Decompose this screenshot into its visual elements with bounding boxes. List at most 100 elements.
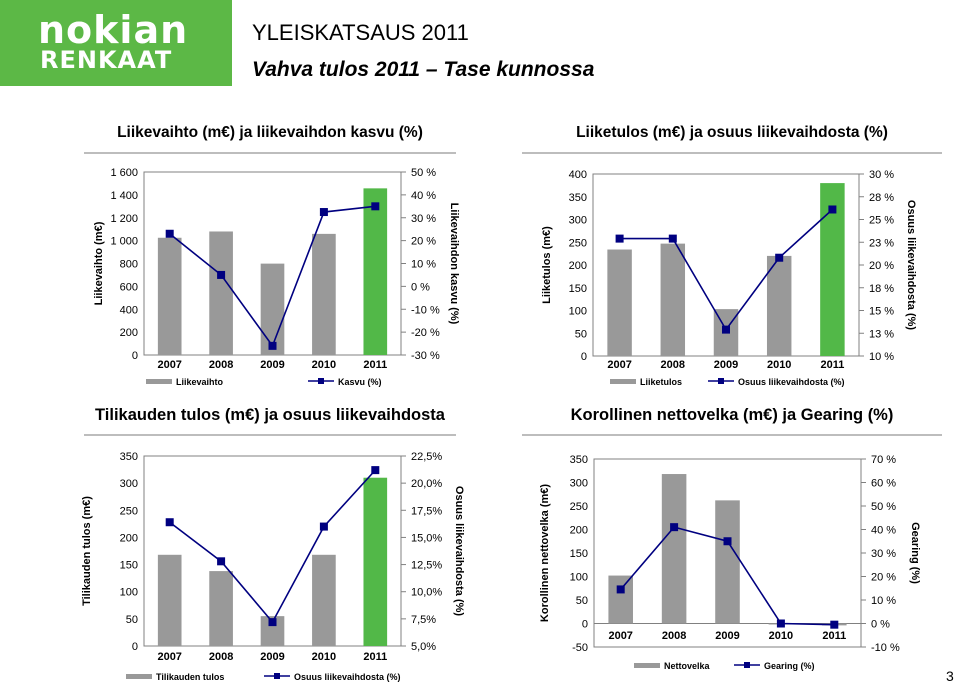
chart-title: Tilikauden tulos (m€) ja osuus liikevaih… (95, 406, 445, 424)
x-tick-label: 2009 (714, 359, 738, 371)
x-tick-label: 2011 (363, 359, 387, 371)
legend-line-label: Osuus liikevaihdosta (%) (738, 377, 845, 387)
y2-tick-label: 0 % (411, 281, 430, 293)
legend-bar-label: Nettovelka (664, 661, 711, 671)
bar-2008 (209, 231, 233, 355)
chart-panel-liikevaihto: Liikevaihto (m€) ja liikevaihdon kasvu (… (84, 124, 460, 394)
point-2010 (775, 253, 784, 262)
point-2007 (165, 518, 174, 527)
page-number: 3 (946, 668, 954, 684)
y2-tick-label: 30 % (411, 213, 436, 225)
y2-tick-label: 15 % (869, 306, 894, 318)
bar-2009 (260, 616, 285, 646)
y2-tick-label: 40 % (871, 525, 896, 537)
y2-axis-title: Osuus liikevaihdosta (%) (905, 200, 917, 331)
logo-line1: nokian (38, 8, 189, 52)
point-2010 (776, 619, 785, 628)
y-tick-label: 400 (569, 169, 587, 181)
legend-line-label: Gearing (%) (764, 661, 815, 671)
x-tick-label: 2008 (209, 651, 233, 663)
y-tick-label: 50 (575, 328, 587, 340)
chart-title: Korollinen nettovelka (m€) ja Gearing (%… (570, 406, 894, 424)
point-2008 (217, 270, 226, 279)
y2-tick-label: -20 % (411, 327, 440, 339)
y-axis-title: Tilikauden tulos (m€) (81, 496, 93, 606)
x-tick-label: 2007 (607, 359, 631, 371)
bar-2008 (661, 474, 687, 624)
point-2010 (319, 522, 328, 531)
chart-title: Liikevaihto (m€) ja liikevaihdon kasvu (… (117, 124, 423, 141)
y-tick-label: 200 (120, 327, 138, 339)
chart-panel-nettovelka: Korollinen nettovelka (m€) ja Gearing (%… (522, 406, 942, 687)
y2-axis-title: Liikevaihdon kasvu (%) (448, 203, 460, 325)
y-axis-title: Liikevaihto (m€) (93, 221, 105, 305)
chart-panel-liiketulos: Liiketulos (m€) ja osuus liikevaihdosta … (522, 124, 942, 394)
title-divider (522, 152, 942, 154)
y2-tick-label: 5,0% (411, 641, 436, 653)
y-tick-label: 350 (120, 451, 138, 463)
page-title: YLEISKATSAUS 2011 (252, 20, 469, 45)
point-2008 (670, 523, 679, 532)
y-tick-label: 150 (120, 560, 138, 572)
bar-2007 (608, 575, 633, 624)
legend-bar-swatch (634, 663, 660, 668)
x-tick-label: 2009 (260, 359, 284, 371)
y-tick-label: 100 (570, 572, 588, 584)
bar-2010 (312, 233, 336, 355)
legend-line-marker (318, 378, 324, 384)
y-tick-label: 400 (120, 304, 138, 316)
y-tick-label: 0 (581, 351, 587, 363)
bar-2007 (157, 237, 182, 355)
legend-bar-label: Liikevaihto (176, 377, 224, 387)
legend-bar-label: Tilikauden tulos (156, 672, 224, 682)
y2-axis-title: Osuus liikevaihdosta (%) (453, 486, 465, 617)
bar-2011 (363, 477, 388, 646)
legend-line-marker (718, 378, 724, 384)
chart-tilikauden-tulos: 0 50 100 150 200 250 300 350 5,0% 7,5% 10,0% 12,5% 1… (81, 451, 465, 682)
title-divider (84, 434, 456, 436)
point-2007 (615, 234, 624, 243)
y2-tick-label: 28 % (869, 192, 894, 204)
x-tick-label: 2007 (608, 630, 632, 642)
y-tick-label: 50 (576, 595, 588, 607)
legend-bar-label: Liiketulos (640, 377, 682, 387)
y2-tick-label: -10 % (411, 304, 440, 316)
y-tick-label: 200 (570, 525, 588, 537)
x-tick-label: 2010 (312, 359, 336, 371)
x-tick-label: 2007 (157, 651, 181, 663)
point-2011 (830, 620, 839, 629)
bar-2010 (766, 255, 792, 356)
bar-2009 (715, 500, 740, 624)
y2-tick-label: 10,0% (411, 587, 442, 599)
x-tick-label: 2008 (662, 630, 686, 642)
point-2008 (668, 234, 677, 243)
legend-line-label: Kasvu (%) (338, 377, 382, 387)
y-tick-label: 1 600 (110, 167, 138, 179)
y2-tick-label: 50 % (871, 501, 896, 513)
y2-tick-label: 60 % (871, 478, 896, 490)
title-divider (522, 434, 942, 436)
line-series (169, 469, 376, 624)
y-tick-label: 150 (569, 283, 587, 295)
y2-tick-label: 23 % (869, 237, 894, 249)
y-tick-label: 300 (570, 478, 588, 490)
page-subtitle: Vahva tulos 2011 – Tase kunnossa (252, 58, 595, 81)
x-tick-label: 2011 (820, 359, 844, 371)
legend-line-label: Osuus liikevaihdosta (%) (294, 672, 401, 682)
y2-tick-label: 25 % (869, 215, 894, 227)
y2-tick-label: 15,0% (411, 532, 442, 544)
y-tick-label: 350 (569, 192, 587, 204)
y2-axis-title: Gearing (%) (909, 522, 921, 584)
y-tick-label: 250 (569, 237, 587, 249)
chart-liikevaihto: 0 200 400 600 800 1 000 1 200 1 400 1 600 -30 % -2… (93, 167, 460, 387)
y-tick-label: 350 (570, 454, 588, 466)
legend-bar-swatch (126, 674, 152, 679)
y-tick-label: 100 (569, 306, 587, 318)
y2-tick-label: 10 % (411, 259, 436, 271)
x-tick-label: 2008 (209, 359, 233, 371)
point-2009 (722, 325, 730, 334)
y2-tick-label: 20 % (871, 572, 896, 584)
point-2010 (319, 208, 328, 217)
y2-tick-label: 20 % (411, 236, 436, 248)
y2-tick-label: 30 % (871, 548, 896, 560)
